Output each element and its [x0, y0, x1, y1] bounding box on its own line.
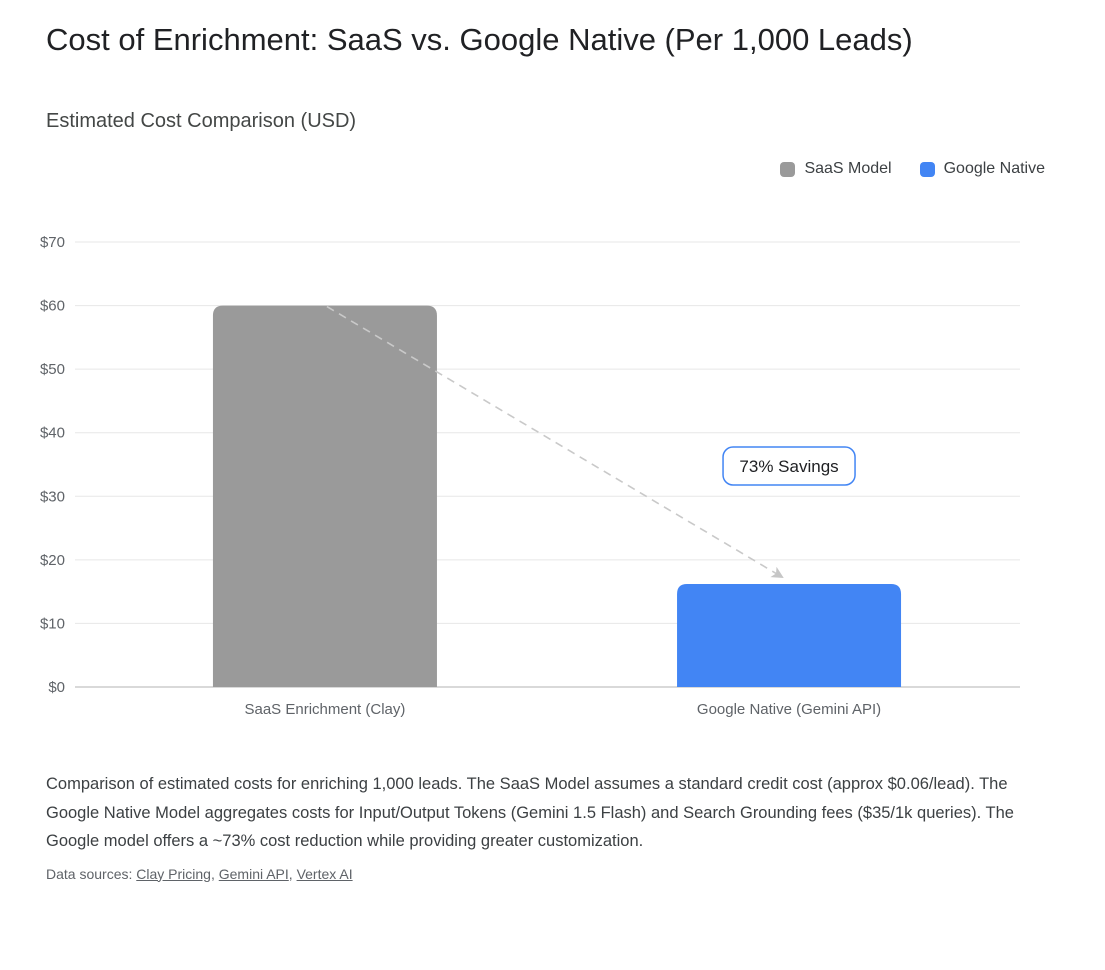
y-tick-label: $30 [40, 488, 65, 505]
data-sources-prefix: Data sources: [46, 865, 133, 882]
source-link-clay-pricing[interactable]: Clay Pricing [136, 865, 211, 882]
y-tick-label: $50 [40, 361, 65, 378]
bar-saas [212, 305, 437, 687]
source-links: Clay Pricing, Gemini API, Vertex AI [136, 865, 353, 882]
bar-google-native [677, 584, 902, 687]
y-tick-label: $10 [40, 615, 65, 632]
x-axis-label: Google Native (Gemini API) [697, 701, 881, 718]
legend-label: Google Native [943, 160, 1045, 177]
legend-item-google-native: Google Native [919, 160, 1045, 178]
savings-arrow [326, 305, 784, 579]
y-tick-label: $70 [40, 234, 65, 251]
legend-swatch-icon [919, 161, 935, 177]
y-tick-label: $60 [40, 298, 65, 315]
legend: SaaS Model Google Native [0, 160, 1105, 178]
y-tick-label: $0 [48, 679, 65, 696]
savings-annotation-label: 73% Savings [739, 457, 838, 476]
legend-item-saas-model: SaaS Model [780, 160, 892, 178]
y-tick-label: $40 [40, 425, 65, 442]
legend-label: SaaS Model [804, 160, 892, 177]
bar-chart: $0 $10 $20 $30 $40 $50 $60 $70 SaaS Enrichment (… [40, 234, 1020, 718]
source-link-vertex-ai[interactable]: Vertex AI [296, 865, 353, 882]
x-axis-label: SaaS Enrichment (Clay) [244, 701, 405, 718]
legend-swatch-icon [780, 161, 796, 177]
source-link-gemini-api[interactable]: Gemini API [218, 865, 289, 882]
y-tick-label: $20 [40, 552, 65, 569]
chart-caption: Comparison of estimated costs for enrich… [46, 775, 1014, 850]
data-sources: Data sources: Clay Pricing, Gemini API, … [46, 866, 1059, 882]
savings-annotation-box [722, 446, 856, 486]
page-title: Cost of Enrichment: SaaS vs. Google Nati… [46, 22, 913, 57]
chart-subtitle: Estimated Cost Comparison (USD) [46, 110, 357, 132]
